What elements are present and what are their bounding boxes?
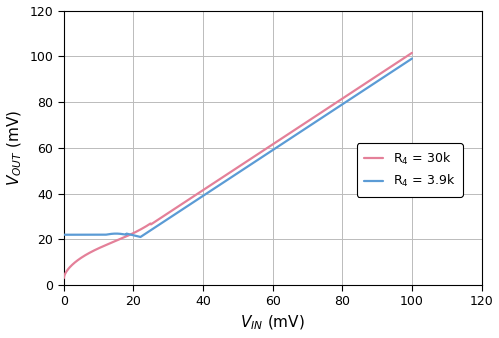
R$_4$ = 30k <box>82 253 88 257</box>
R$_4$ = 3.9k <box>272 146 278 150</box>
R$_4$ = 3.9k <box>263 152 269 156</box>
R$_4$ = 30k <box>272 141 278 145</box>
R$_4$ = 3.9k <box>61 233 67 237</box>
X-axis label: $\mathit{V}$$_\mathit{IN}$ (mV): $\mathit{V}$$_\mathit{IN}$ (mV) <box>240 314 305 333</box>
R$_4$ = 30k <box>282 134 288 138</box>
R$_4$ = 30k <box>325 106 331 110</box>
R$_4$ = 3.9k <box>82 233 88 237</box>
R$_4$ = 3.9k <box>283 139 289 143</box>
Y-axis label: $\mathit{V}$$_\mathit{OUT}$ (mV): $\mathit{V}$$_\mathit{OUT}$ (mV) <box>5 110 24 186</box>
R$_4$ = 3.9k <box>138 235 144 239</box>
R$_4$ = 3.9k <box>325 112 331 116</box>
R$_4$ = 3.9k <box>361 88 367 92</box>
R$_4$ = 3.9k <box>409 56 415 61</box>
R$_4$ = 30k <box>409 51 415 55</box>
Line: R$_4$ = 30k: R$_4$ = 30k <box>64 53 412 278</box>
R$_4$ = 30k <box>61 276 67 280</box>
R$_4$ = 30k <box>361 82 367 87</box>
Legend: R$_4$ = 30k, R$_4$ = 3.9k: R$_4$ = 30k, R$_4$ = 3.9k <box>357 143 463 196</box>
R$_4$ = 30k <box>263 147 269 151</box>
Line: R$_4$ = 3.9k: R$_4$ = 3.9k <box>64 58 412 237</box>
